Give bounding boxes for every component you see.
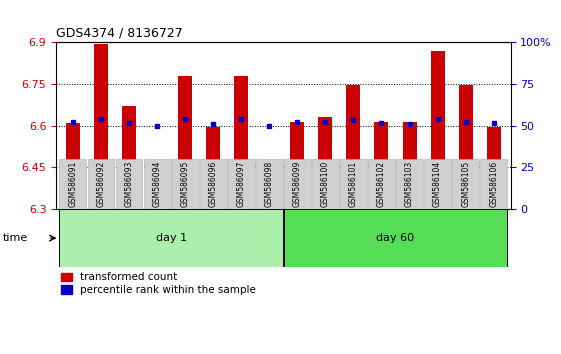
Text: day 1: day 1 xyxy=(155,233,187,243)
Bar xyxy=(200,159,227,209)
Text: GSM586104: GSM586104 xyxy=(433,161,442,207)
Text: GSM586103: GSM586103 xyxy=(405,161,414,207)
Bar xyxy=(262,171,276,209)
Text: day 60: day 60 xyxy=(376,233,415,243)
Bar xyxy=(340,159,367,209)
Text: GSM586106: GSM586106 xyxy=(489,161,498,207)
Bar xyxy=(150,160,164,209)
Bar xyxy=(172,159,199,209)
Bar xyxy=(486,127,500,209)
Text: GSM586096: GSM586096 xyxy=(209,161,218,207)
Bar xyxy=(116,159,142,209)
Bar xyxy=(66,123,80,209)
Bar xyxy=(403,121,416,209)
Bar xyxy=(431,51,444,209)
Bar xyxy=(59,209,283,267)
Bar xyxy=(424,159,451,209)
Bar xyxy=(368,159,395,209)
Bar xyxy=(284,159,311,209)
Bar xyxy=(178,76,192,209)
Text: GSM586092: GSM586092 xyxy=(96,161,105,207)
Bar xyxy=(291,121,304,209)
Text: time: time xyxy=(3,233,28,243)
Text: GDS4374 / 8136727: GDS4374 / 8136727 xyxy=(56,27,183,40)
Bar xyxy=(144,159,171,209)
Text: GSM586099: GSM586099 xyxy=(293,161,302,207)
Text: GSM586094: GSM586094 xyxy=(153,161,162,207)
Bar xyxy=(312,159,339,209)
Text: GSM586100: GSM586100 xyxy=(321,161,330,207)
Text: GSM586093: GSM586093 xyxy=(125,161,134,207)
Bar xyxy=(234,76,248,209)
Bar xyxy=(88,159,114,209)
Text: GSM586102: GSM586102 xyxy=(377,161,386,207)
Bar xyxy=(59,159,86,209)
Legend: transformed count, percentile rank within the sample: transformed count, percentile rank withi… xyxy=(61,273,256,295)
Bar xyxy=(94,44,108,209)
Bar xyxy=(256,159,283,209)
Bar xyxy=(375,121,388,209)
Bar xyxy=(347,85,360,209)
Bar xyxy=(228,159,255,209)
Bar xyxy=(480,159,507,209)
Bar xyxy=(452,159,479,209)
Text: GSM586101: GSM586101 xyxy=(349,161,358,207)
Text: GSM586098: GSM586098 xyxy=(265,161,274,207)
Bar xyxy=(396,159,423,209)
Bar xyxy=(122,106,136,209)
Text: GSM586105: GSM586105 xyxy=(461,161,470,207)
Bar xyxy=(284,209,507,267)
Text: GSM586095: GSM586095 xyxy=(181,161,190,207)
Text: GSM586091: GSM586091 xyxy=(68,161,77,207)
Bar xyxy=(459,85,472,209)
Bar xyxy=(319,118,332,209)
Bar xyxy=(206,127,220,209)
Text: GSM586097: GSM586097 xyxy=(237,161,246,207)
